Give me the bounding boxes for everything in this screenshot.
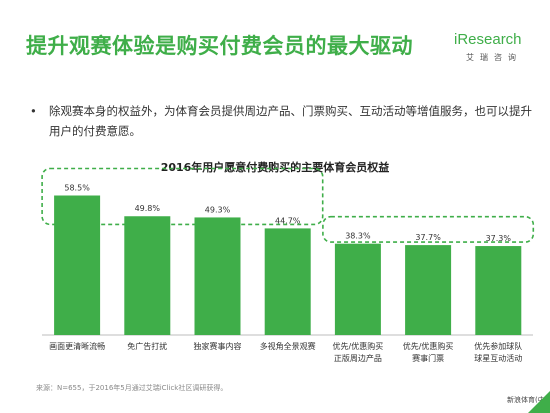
category-label: 优先参加球队 (474, 341, 522, 351)
category-label: 优先/优惠购买 (403, 341, 454, 351)
category-label: 正版周边产品 (334, 353, 382, 363)
highlight-group-1 (41, 167, 324, 226)
data-label: 37.7% (415, 233, 441, 242)
category-label: 优先/优惠购买 (333, 341, 384, 351)
corner-decoration (528, 391, 550, 413)
bullet-point: • 除观赛本身的权益外，为体育会员提供周边产品、门票购买、互动活动等增值服务，也… (30, 101, 540, 141)
bar (194, 217, 241, 335)
bar (405, 245, 452, 335)
data-label: 37.3% (486, 234, 512, 243)
data-label: 44.7% (275, 216, 301, 225)
bar (264, 228, 311, 335)
bar (334, 243, 381, 335)
source-note: 来源：N=655，于2016年5月通过艾瑞iClick社区调研获得。 (36, 384, 228, 392)
data-label: 38.3% (345, 232, 371, 241)
bar (475, 246, 522, 335)
page-title: 提升观赛体验是购买付费会员的最大驱动 (26, 34, 413, 58)
category-label: 免广告打扰 (127, 341, 167, 351)
highlight-group-2 (322, 215, 535, 243)
bullet-text: 除观赛本身的权益外，为体育会员提供周边产品、门票购买、互动活动等增值服务，也可以… (49, 104, 532, 138)
iresearch-logo: iResearch 艾瑞咨询 (454, 27, 534, 67)
category-label: 独家赛事内容 (194, 341, 242, 351)
bar (124, 216, 171, 335)
category-label: 赛事门票 (412, 353, 444, 363)
logo-brand: iResearch (454, 31, 522, 48)
category-label: 多视角全景观赛 (260, 341, 316, 351)
logo-brand-cn: 艾瑞咨询 (466, 53, 522, 62)
bullet-dot-icon: • (30, 104, 37, 118)
data-label: 49.8% (135, 204, 161, 213)
bar (54, 195, 101, 335)
category-label: 球星互动活动 (474, 353, 522, 363)
data-label: 58.5% (64, 184, 90, 193)
data-label: 49.3% (205, 205, 231, 214)
chart-title: 2016年用户愿意付费购买的主要体育会员权益 (160, 161, 390, 174)
category-label: 画面更清晰流畅 (49, 341, 105, 351)
